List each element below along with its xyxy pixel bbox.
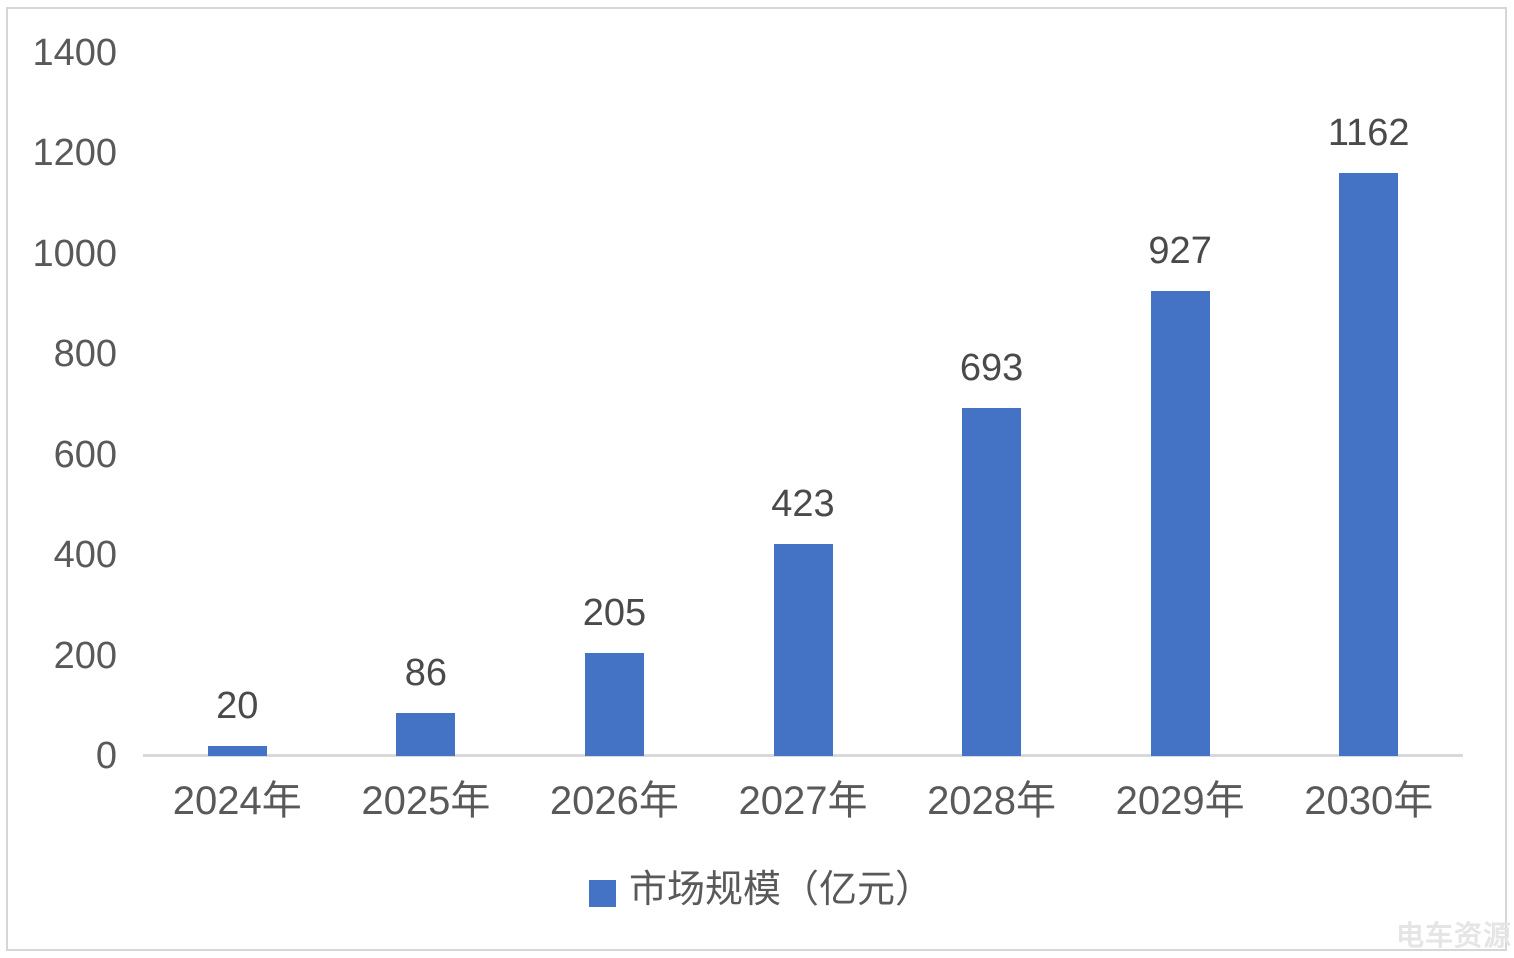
x-axis-label: 2026年 bbox=[549, 779, 679, 823]
y-axis-tick-label: 1000 bbox=[32, 232, 117, 275]
bar-data-label: 423 bbox=[771, 482, 835, 525]
bar-data-label: 20 bbox=[216, 684, 259, 727]
x-axis-label: 2028年 bbox=[927, 779, 1057, 823]
y-axis-tick-label: 200 bbox=[53, 634, 117, 677]
legend-swatch-icon bbox=[589, 879, 616, 907]
bar-data-label: 1162 bbox=[1327, 111, 1410, 154]
bar-2029年 bbox=[1150, 290, 1210, 756]
bar-data-label: 86 bbox=[404, 651, 447, 694]
bar-2030年 bbox=[1339, 172, 1399, 756]
legend-label: 市场规模（亿元） bbox=[629, 869, 934, 911]
x-axis-label: 2024年 bbox=[172, 779, 302, 823]
x-axis-label: 2025年 bbox=[361, 779, 491, 823]
y-axis-tick-label: 800 bbox=[53, 333, 117, 376]
x-axis-label: 2029年 bbox=[1115, 779, 1245, 823]
bar-data-label: 927 bbox=[1148, 229, 1212, 272]
x-axis-label: 2027年 bbox=[738, 779, 868, 823]
y-axis-tick-label: 1400 bbox=[32, 32, 117, 74]
x-axis-label: 2030年 bbox=[1304, 779, 1434, 823]
bar-2024年 bbox=[207, 745, 267, 756]
bar-data-label: 693 bbox=[959, 347, 1024, 389]
y-axis-tick-label: 1200 bbox=[32, 132, 117, 175]
y-axis-tick-label: 400 bbox=[53, 534, 117, 577]
bar-data-label: 205 bbox=[582, 592, 647, 635]
watermark: 电车资源 bbox=[1395, 920, 1512, 951]
bar-2027年 bbox=[773, 543, 833, 756]
y-axis-tick-label: 0 bbox=[95, 735, 117, 777]
bar-2028年 bbox=[962, 408, 1022, 756]
legend: 市场规模（亿元） bbox=[589, 866, 933, 914]
y-axis-tick-label: 600 bbox=[53, 433, 117, 476]
bar-2025年 bbox=[396, 712, 456, 756]
bar-2026年 bbox=[584, 653, 644, 756]
